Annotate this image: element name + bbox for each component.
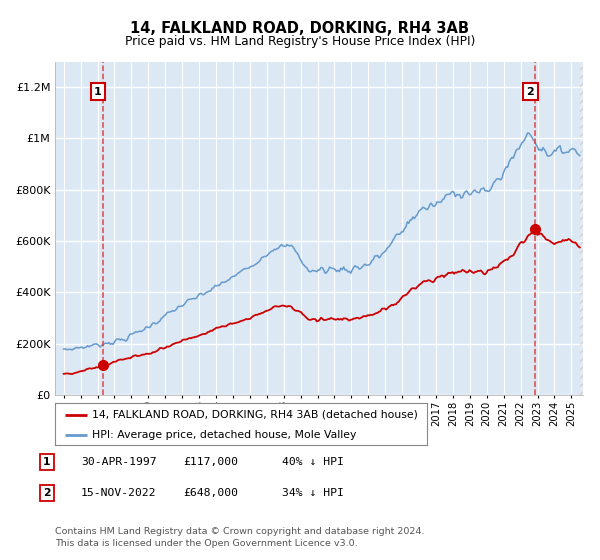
- Text: 14, FALKLAND ROAD, DORKING, RH4 3AB (detached house): 14, FALKLAND ROAD, DORKING, RH4 3AB (det…: [92, 410, 418, 420]
- Text: HPI: Average price, detached house, Mole Valley: HPI: Average price, detached house, Mole…: [92, 430, 357, 440]
- Text: 40% ↓ HPI: 40% ↓ HPI: [282, 457, 344, 467]
- Text: 2: 2: [43, 488, 50, 498]
- Text: 1: 1: [43, 457, 50, 467]
- Bar: [580, 62, 583, 395]
- Text: Contains HM Land Registry data © Crown copyright and database right 2024.
This d: Contains HM Land Registry data © Crown c…: [55, 527, 425, 548]
- Text: 14, FALKLAND ROAD, DORKING, RH4 3AB: 14, FALKLAND ROAD, DORKING, RH4 3AB: [131, 21, 470, 36]
- Text: £648,000: £648,000: [183, 488, 238, 498]
- Text: £117,000: £117,000: [183, 457, 238, 467]
- Text: 34% ↓ HPI: 34% ↓ HPI: [282, 488, 344, 498]
- Text: 2: 2: [527, 87, 534, 96]
- Bar: [580, 62, 583, 395]
- Text: Price paid vs. HM Land Registry's House Price Index (HPI): Price paid vs. HM Land Registry's House …: [125, 35, 475, 48]
- Text: 30-APR-1997: 30-APR-1997: [81, 457, 157, 467]
- Text: 1: 1: [94, 87, 102, 96]
- Text: 15-NOV-2022: 15-NOV-2022: [81, 488, 157, 498]
